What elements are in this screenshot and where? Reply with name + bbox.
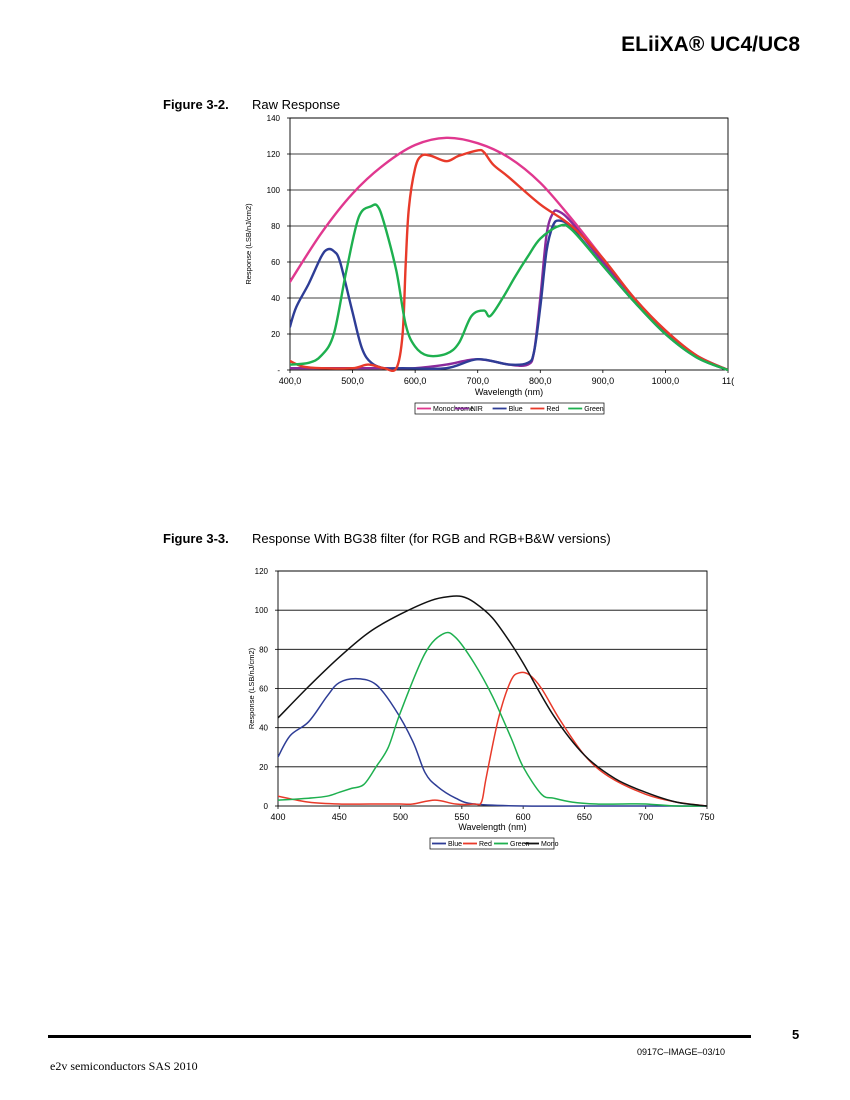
footer-rule [48,1035,751,1038]
x-tick-label: 1000,0 [652,376,680,386]
x-tick-label: 900,0 [592,376,615,386]
x-tick-label: 11( [722,376,734,386]
x-axis-label: Wavelength (nm) [475,387,543,397]
x-tick-label: 500,0 [341,376,364,386]
figure-title: Raw Response [252,97,341,112]
series-line-green [290,203,728,372]
x-tick-label: 400,0 [279,376,302,386]
raw-response-chart: - 20 40 60 80 100 120 140 400,0 500,0 600,0 700,0 80… [244,114,734,415]
x-tick-label: 800,0 [529,376,552,386]
x-tick-label: 400 [270,812,285,822]
y-axis-label: Response (LSB/nJ/cm2) [244,203,253,285]
figure-title: Response With BG38 filter (for RGB and R… [252,531,611,546]
document-title: ELiiXA® UC4/UC8 [621,33,800,56]
document-code: 0917C–IMAGE–03/10 [637,1047,726,1057]
plot-area [277,570,708,807]
x-tick-label: 450 [332,812,347,822]
legend-box [429,837,555,850]
y-tick-label: 120 [267,150,281,159]
x-tick-label: 700,0 [466,376,489,386]
x-axis-label: Wavelength (nm) [458,822,526,832]
legend-label-red: Red [479,841,492,848]
y-tick-label: 100 [255,606,269,615]
legend-label-blue: Blue [448,841,462,848]
legend-label-green: Green [510,841,530,848]
y-tick-label: 20 [259,763,268,772]
y-tick-label: 120 [255,567,269,576]
figure-number: Figure 3-2. [163,97,229,112]
y-tick-label: 80 [259,645,268,654]
legend-label-blue: Blue [509,406,523,413]
series-line-mono [278,595,707,807]
legend-label-green: Green [584,406,604,413]
y-tick-label: 60 [271,258,280,267]
y-axis-label: Response (LSB/nJ/cm2) [247,647,256,729]
figure-caption: Figure 3-2. Raw Response [163,97,340,112]
company-name: e2v semiconductors SAS 2010 [50,1059,198,1073]
legend-label-red: Red [546,406,559,413]
x-tick-label: 750 [699,812,714,822]
y-tick-label: 40 [259,724,268,733]
series-line-green [278,631,707,807]
x-tick-label: 650 [577,812,592,822]
y-tick-label: 0 [264,802,269,811]
x-tick-label: 600 [516,812,531,822]
y-tick-label: 140 [267,114,281,123]
figure-caption: Figure 3-3. Response With BG38 filter (fo… [163,531,611,546]
series-line-red [278,671,707,807]
y-tick-label: 60 [259,685,268,694]
y-tick-label: - [277,366,280,375]
y-tick-label: 40 [271,294,280,303]
y-tick-label: 100 [267,186,281,195]
series-line-blue [278,677,707,807]
page-number: 5 [792,1027,800,1042]
figure-number: Figure 3-3. [163,531,229,546]
x-tick-label: 500 [393,812,408,822]
bg38-response-chart: 0 20 40 60 80 100 120 400 450 500 550 600 650 700 750 W… [247,567,715,850]
legend-label-monochrome: Monochrome [433,406,474,413]
legend-label-mono: Mono [541,841,559,848]
plot-area [289,117,729,371]
x-tick-label: 600,0 [404,376,427,386]
y-tick-label: 20 [271,330,280,339]
legend-label-nir: NIR [471,406,483,413]
x-tick-label: 700 [638,812,653,822]
series-line-red [290,148,728,372]
x-tick-label: 550 [454,812,469,822]
legend-box [414,402,605,415]
y-tick-label: 80 [271,222,280,231]
